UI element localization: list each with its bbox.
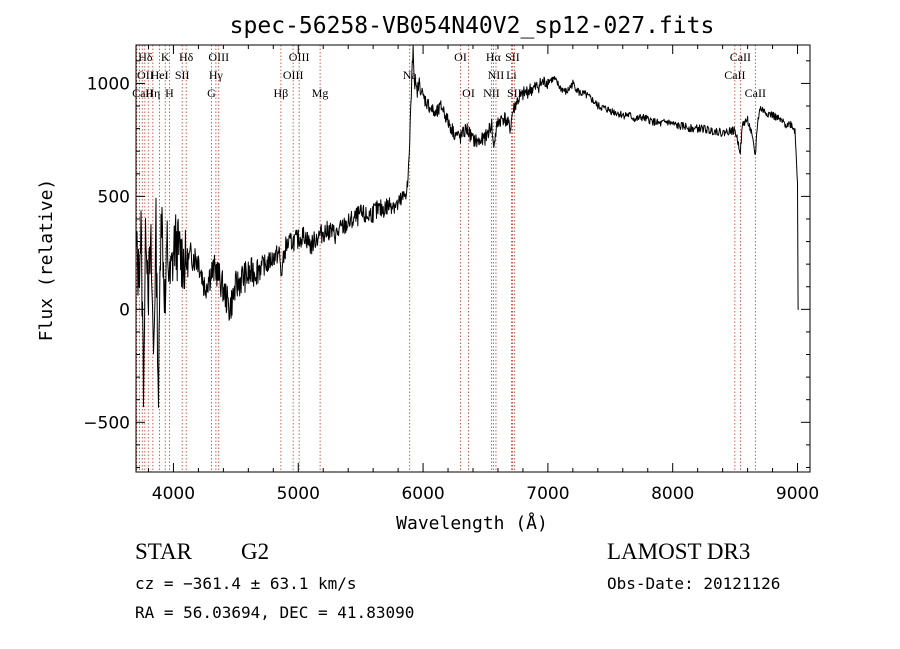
spectral-line-label: SII [505,50,520,64]
x-axis: 4000 5000 6000 7000 8000 9000 [147,45,819,504]
spectrum-series [135,44,799,408]
spectral-line-label: CaII [132,86,153,100]
spectral-line-label: G [207,86,216,100]
x-tick-label: 4000 [152,484,195,504]
x-tick-label: 7000 [526,484,569,504]
redshift-velocity: cz = −361.4 ± 63.1 km/s [135,574,357,593]
spectral-line-label: OIII [283,68,304,82]
spectrum-line [135,44,799,408]
plot-frame [135,44,811,473]
x-tick-label: 8000 [651,484,694,504]
spectral-line-label: Li [506,68,517,82]
spectral-line-label: Hγ [209,68,224,82]
y-tick-label: 0 [119,300,130,320]
spectral-line-label: Hβ [274,86,289,100]
spectral-line-label: Hδ [179,50,194,64]
y-tick-label: 500 [98,187,130,207]
y-axis: −500 0 500 1000 [83,60,810,468]
spectral-line-label: CaII [724,68,745,82]
spectral-line-label: NII [488,68,505,82]
spectral-line-label: SII [507,86,522,100]
spectral-line-label: H [165,86,174,100]
x-tick-label: 6000 [401,484,444,504]
spectral-line-label: HeI [151,68,169,82]
spectral-line-markers [136,45,756,472]
spectral-line-label: OIII [208,50,229,64]
y-axis-label: Flux (relative) [36,179,57,342]
spectral-line-label: OIII [289,50,310,64]
spectral-line-label: NII [483,86,500,100]
spectral-line-label: K [161,50,170,64]
observation-date: Obs-Date: 20121126 [607,574,781,593]
x-axis-label: Wavelength (Å) [396,512,548,534]
spectral-line-label: OI [454,50,467,64]
spectral-line-label: OI [462,86,475,100]
spectral-line-label: Hα [486,50,502,64]
chart-title: spec-56258-VB054N40V2_sp12-027.fits [230,13,715,39]
x-tick-label: 5000 [277,484,320,504]
object-class: STAR [135,539,192,564]
spectral-line-label: Hη [145,86,160,100]
coordinates: RA = 56.03694, DEC = 41.83090 [135,603,415,622]
spectral-line-label: CaII [745,86,766,100]
spectral-line-label: SII [175,68,190,82]
spectral-subclass: G2 [241,539,270,564]
x-tick-label: 9000 [776,484,819,504]
spectral-line-label: CaII [730,50,751,64]
spectral-line-label: OII [137,68,154,82]
spectral-line-label: Hδ [138,50,153,64]
spectral-line-label: Mg [312,86,329,100]
survey-name: LAMOST DR3 [607,539,751,564]
y-tick-label: 1000 [87,74,130,94]
y-tick-label: −500 [83,413,130,433]
